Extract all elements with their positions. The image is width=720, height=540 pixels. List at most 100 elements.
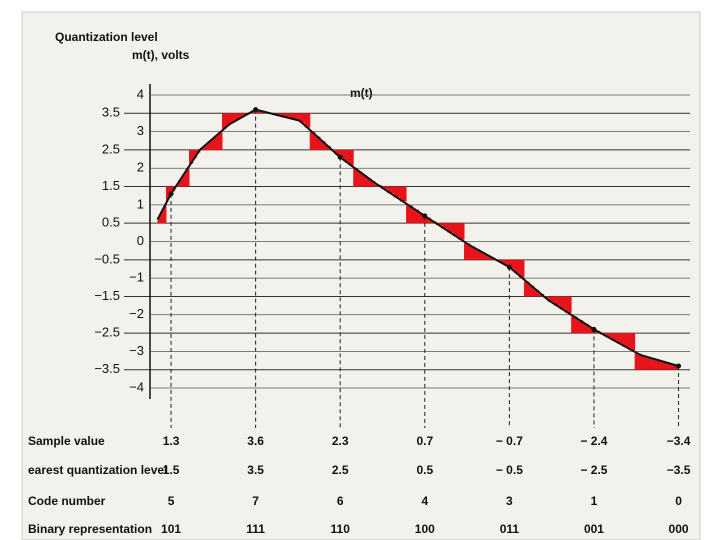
quantization-error (509, 259, 515, 270)
quantization-error (458, 223, 465, 240)
row-label: Sample value (28, 434, 105, 448)
quantization-error (605, 333, 612, 338)
y-tick-label: 3 (137, 123, 144, 138)
quantization-error (576, 320, 584, 334)
y-tick-label: 1 (137, 196, 144, 211)
quantization-error (659, 361, 665, 370)
quantization-error (288, 113, 295, 119)
code-number: 3 (506, 494, 513, 508)
y-tick-label: 4 (137, 86, 144, 101)
quantization-error (277, 113, 284, 116)
quantization-error (222, 113, 227, 130)
level-tick-label: 3.5 (102, 105, 120, 120)
quantization-error (299, 113, 306, 123)
y-tick-label: −3 (129, 343, 144, 358)
sample-point (337, 154, 343, 160)
quantization-error (484, 254, 490, 260)
sample-point (253, 107, 259, 113)
quantization-error (418, 213, 426, 224)
y-tick-label: 2 (137, 160, 144, 175)
sample-value: 1.3 (163, 434, 180, 448)
quantization-error (366, 178, 372, 187)
sample-value: − 2.4 (580, 434, 607, 448)
level-tick-label: 0.5 (102, 215, 120, 230)
quantization-error (479, 252, 486, 260)
nearest-level: 1.5 (163, 463, 180, 477)
sample-value: 3.6 (247, 434, 264, 448)
quantization-error (645, 357, 651, 370)
code-number: 4 (421, 494, 428, 508)
quantization-error (673, 365, 680, 370)
quantization-error (210, 138, 216, 150)
sample-value: 2.3 (332, 434, 349, 448)
quantization-error (294, 113, 301, 120)
quantization-error (232, 113, 237, 122)
quantization-error (617, 333, 624, 344)
nearest-level: 2.5 (332, 463, 349, 477)
curve (156, 108, 679, 367)
sample-value: − 0.7 (496, 434, 523, 448)
nearest-level: − 2.5 (580, 463, 607, 477)
quantization-error (669, 363, 675, 370)
row-label: earest quantization level (28, 463, 167, 477)
quantization-error (165, 186, 169, 202)
quantization-error (157, 217, 160, 224)
quantization-error (185, 169, 190, 187)
quantization-error (192, 149, 197, 159)
quantization-error (412, 209, 420, 224)
quantization-error (357, 171, 363, 187)
quantization-error (324, 145, 331, 150)
quantization-error (654, 359, 661, 370)
binary-code: 011 (500, 522, 520, 536)
code-number: 5 (168, 494, 175, 508)
code-number: 0 (675, 494, 682, 508)
level-tick-label: 1.5 (102, 178, 120, 193)
quantization-error (314, 136, 321, 150)
binary-code: 111 (246, 522, 265, 536)
quantization-error (159, 214, 162, 224)
quantization-error (353, 168, 359, 187)
quantization-error (571, 316, 578, 334)
sample-value: 0.7 (416, 434, 433, 448)
quantization-error (399, 186, 407, 202)
quantization-error (203, 145, 208, 150)
quantization-error (565, 296, 572, 313)
quantization-error (239, 113, 244, 118)
nearest-level: − 0.5 (496, 463, 523, 477)
quantization-error (519, 259, 525, 278)
sample-point (676, 363, 682, 369)
quantization-error (160, 211, 164, 224)
code-number: 1 (591, 494, 598, 508)
quantization-error (553, 296, 561, 306)
nearest-level: −3.5 (667, 463, 691, 477)
y-tick-label: −2 (129, 306, 144, 321)
quantization-error (169, 186, 172, 196)
quantization-error (447, 223, 454, 233)
quantization-error (304, 113, 311, 128)
quantization-error (171, 186, 176, 192)
level-tick-label: 2.5 (102, 141, 120, 156)
quantization-error (548, 296, 555, 302)
quantization-error (225, 113, 230, 126)
quantization-error (189, 149, 194, 164)
level-tick-label: −1.5 (94, 288, 120, 303)
quantization-error (452, 223, 459, 237)
nearest-level: 0.5 (416, 463, 433, 477)
level-axis-label: Quantization level (55, 30, 158, 44)
quantization-error (242, 113, 247, 117)
quantization-error (393, 186, 401, 198)
quantization-error (464, 243, 471, 260)
binary-code: 000 (669, 522, 689, 536)
sample-point (422, 213, 428, 219)
quantization-error (252, 110, 257, 114)
quantization-error (361, 174, 367, 187)
quantization-error (255, 110, 262, 114)
scanned-page (21, 11, 701, 540)
level-tick-label: −3.5 (94, 361, 120, 376)
quantization-error (441, 223, 448, 229)
quantization-error (649, 358, 656, 370)
binary-code: 100 (415, 522, 435, 536)
quantization-error (523, 281, 530, 297)
chart: Quantization level m(t), volts m(t) 3.5 2… (28, 30, 691, 536)
